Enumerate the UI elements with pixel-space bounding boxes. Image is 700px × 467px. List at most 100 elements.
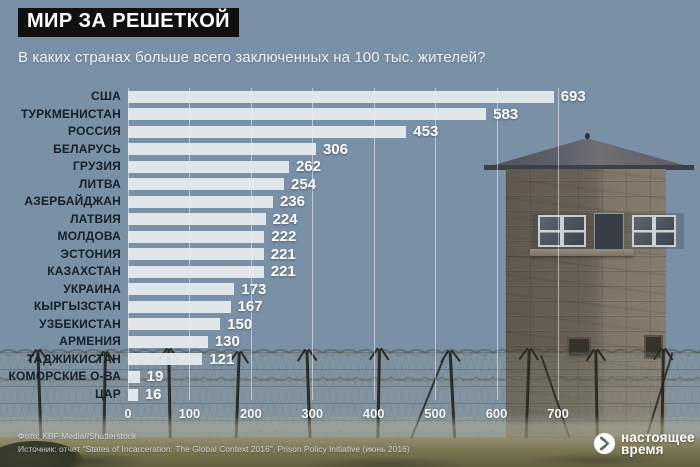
country-label: КЫРГЫЗСТАН — [33, 299, 121, 314]
x-tick-label: 200 — [239, 406, 262, 421]
watchtower-window-center — [594, 213, 624, 251]
value-label: 254 — [291, 175, 317, 193]
value-label: 167 — [237, 298, 263, 316]
value-label: 224 — [272, 210, 298, 228]
bar-row: ГРУЗИЯ 262 — [0, 158, 700, 176]
x-tick-label: 300 — [301, 406, 324, 421]
x-tick-label: 600 — [485, 406, 508, 421]
country-label: ТУРКМЕНИСТАН — [20, 106, 121, 121]
page-title: МИР ЗА РЕШЕТКОЙ — [18, 8, 239, 37]
bar — [128, 335, 208, 348]
x-tick-label: 700 — [547, 406, 569, 421]
country-label: УКРАИНА — [63, 281, 121, 296]
country-label: БЕЛАРУСЬ — [53, 141, 121, 156]
value-label: 221 — [270, 245, 296, 263]
bar-row: ЛАТВИЯ 224 — [0, 210, 700, 228]
bar — [128, 90, 554, 103]
gridline — [558, 88, 559, 400]
bar-row: ЭСТОНИЯ 221 — [0, 245, 700, 263]
value-label: 130 — [214, 333, 240, 351]
value-label: 693 — [560, 88, 586, 105]
channel-logo: настоящее время — [592, 429, 695, 457]
bar — [128, 300, 231, 313]
country-label: ЦАР — [94, 387, 121, 401]
country-label: МОЛДОВА — [57, 229, 121, 244]
bar — [128, 283, 235, 296]
bar-row: ЦАР 16 — [0, 386, 700, 403]
source-credit: Источник: отчет "States of Incarceration… — [18, 444, 410, 454]
gridline — [250, 88, 252, 400]
logo-line2: время — [621, 441, 664, 457]
country-label: ТАДЖИКИСТАН — [26, 351, 121, 366]
bar — [128, 143, 316, 156]
bar — [128, 388, 138, 401]
country-label: США — [91, 89, 121, 103]
gridline — [373, 88, 375, 400]
country-label: АРМЕНИЯ — [59, 334, 121, 349]
bar — [128, 125, 407, 138]
value-label: 221 — [270, 263, 296, 281]
bar-row: УЗБЕКИСТАН 150 — [0, 315, 700, 333]
value-label: 262 — [295, 158, 321, 176]
bar — [128, 213, 266, 226]
value-label: 236 — [279, 193, 305, 211]
bar — [128, 265, 264, 278]
bar-row: АЗЕРБАЙДЖАН 236 — [0, 193, 700, 211]
bar — [128, 160, 289, 173]
watchtower-window-right — [632, 215, 676, 247]
bar — [128, 230, 265, 243]
country-label: УЗБЕКИСТАН — [39, 316, 121, 331]
watchtower-window-left — [538, 215, 586, 247]
watchtower-eaves — [484, 165, 694, 170]
value-label: 150 — [227, 315, 253, 333]
bar-row: КАЗАХСТАН 221 — [0, 263, 700, 281]
country-label: РОССИЯ — [68, 124, 121, 139]
bar-row: ТУРКМЕНИСТАН 583 — [0, 105, 700, 123]
x-tick-label: 100 — [178, 406, 201, 421]
chart-subtitle: В каких странах больше всего заключенных… — [18, 49, 486, 66]
bar — [128, 318, 221, 331]
country-label: ЭСТОНИЯ — [60, 246, 121, 261]
value-label: 306 — [322, 140, 348, 158]
ground-grass — [0, 438, 700, 467]
bar-row: УКРАИНА 173 — [0, 280, 700, 298]
bar-row: ЛИТВА 254 — [0, 175, 700, 193]
x-tick-label: 0 — [124, 406, 132, 421]
gridline — [312, 88, 314, 400]
horizon-haze — [0, 414, 700, 442]
bird-on-roof — [585, 133, 590, 139]
value-label: 222 — [271, 228, 297, 246]
bar-row: КОМОРСКИЕ О-ВА 19 — [0, 368, 700, 386]
bar — [128, 178, 285, 191]
country-label: ГРУЗИЯ — [72, 159, 121, 174]
bar — [128, 370, 140, 383]
value-label: 583 — [493, 105, 519, 123]
bar-row: БЕЛАРУСЬ 306 — [0, 140, 700, 158]
bar-row: РОССИЯ 453 — [0, 123, 700, 141]
bar-row: ТАДЖИКИСТАН 121 — [0, 350, 700, 368]
x-tick-label: 500 — [424, 406, 446, 421]
value-label: 121 — [209, 350, 235, 368]
bar-row: АРМЕНИЯ 130 — [0, 333, 700, 351]
bar — [128, 108, 487, 121]
country-label: КАЗАХСТАН — [47, 264, 121, 279]
country-label: КОМОРСКИЕ О-ВА — [8, 369, 121, 384]
value-label: 16 — [144, 386, 162, 403]
gridline — [128, 88, 129, 400]
photo-credit: Фото: KBF Media//Shutterstock — [18, 431, 137, 441]
value-label: 19 — [146, 368, 164, 386]
bar — [128, 353, 203, 366]
value-label: 173 — [241, 280, 267, 298]
gridline — [496, 88, 498, 400]
bar — [128, 195, 273, 208]
bar-row: США 693 — [0, 88, 700, 105]
country-label: АЗЕРБАЙДЖАН — [24, 194, 121, 209]
bar-row: МОЛДОВА 222 — [0, 228, 700, 246]
razor-wire-coils — [0, 341, 700, 389]
logo-line1: настоящее — [621, 429, 695, 445]
bar-row: КЫРГЫЗСТАН 167 — [0, 298, 700, 316]
country-label: ЛАТВИЯ — [70, 211, 121, 226]
value-label: 453 — [413, 123, 439, 141]
